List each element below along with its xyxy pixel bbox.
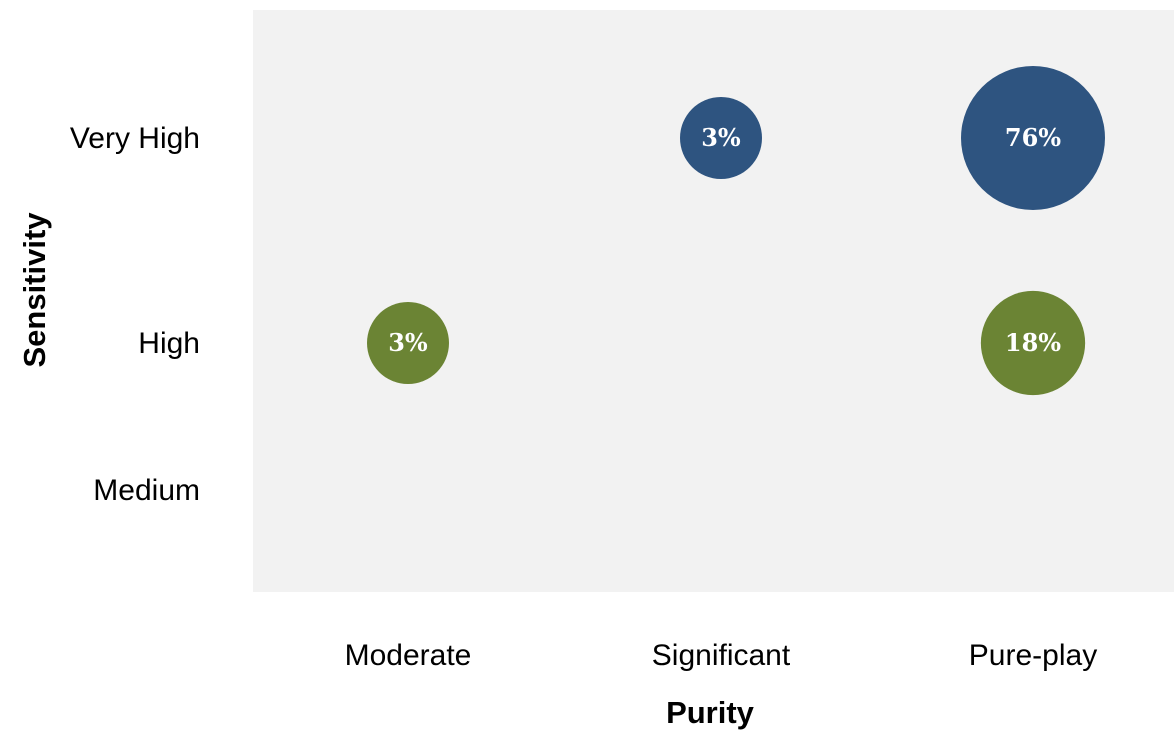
bubble-pure-play-very-high — [961, 66, 1105, 210]
bubble-label-moderate-high: 3% — [388, 328, 428, 357]
bubble-significant-very-high — [680, 97, 762, 179]
y-tick-high: High — [138, 327, 200, 360]
bubble-label-pure-play-high: 18% — [1005, 328, 1061, 357]
x-tick-pure-play: Pure-play — [969, 639, 1097, 672]
y-axis-title: Sensitivity — [17, 212, 52, 368]
x-tick-moderate: Moderate — [345, 639, 472, 672]
bubble-pure-play-high — [980, 290, 1086, 396]
x-axis-title: Purity — [666, 695, 755, 730]
y-tick-very-high: Very High — [70, 122, 200, 155]
x-axis-ticks: Moderate Significant Pure-play — [345, 639, 1098, 672]
bubble-label-pure-play-very-high: 76% — [1005, 123, 1061, 152]
x-tick-significant: Significant — [652, 639, 791, 672]
bubble-label-significant-very-high: 3% — [701, 123, 741, 152]
y-axis-ticks: Medium High Very High — [70, 122, 200, 507]
bubble-moderate-high — [367, 302, 449, 384]
y-tick-medium: Medium — [93, 474, 200, 507]
bubbles: 3% 76% 3% 18% — [367, 66, 1105, 396]
